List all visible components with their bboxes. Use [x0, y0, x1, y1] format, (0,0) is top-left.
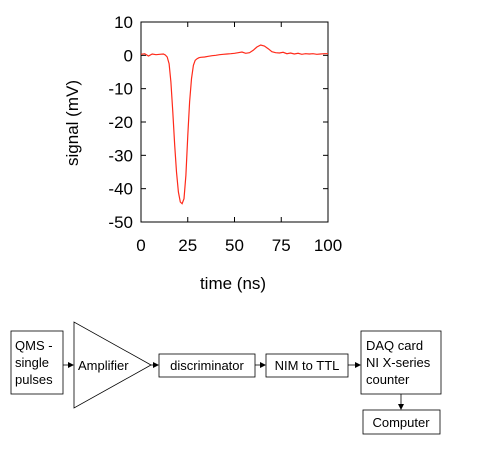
qms-label-line-2: single [15, 355, 49, 370]
x-tick-label: 75 [272, 236, 291, 255]
plot-area-border [140, 21, 329, 223]
amplifier-label: Amplifier [78, 358, 129, 373]
computer-block: Computer [362, 409, 441, 435]
qms-block: QMS - single pulses [10, 330, 64, 395]
y-axis-ticks: 10 0 -10 -20 -30 -40 -50 [108, 13, 328, 232]
computer-label: Computer [372, 415, 430, 430]
nim-to-ttl-block: NIM to TTL [265, 353, 349, 378]
x-tick-label: 100 [314, 236, 342, 255]
x-axis-ticks: 0 25 50 75 100 [136, 22, 342, 255]
discriminator-label: discriminator [170, 358, 244, 373]
qms-label-line-3: pulses [15, 372, 53, 387]
y-axis-title: signal (mV) [63, 80, 82, 166]
discriminator-block: discriminator [158, 353, 256, 378]
daq-card-block: DAQ card NI X-series counter [360, 330, 442, 395]
amplifier-block: Amplifier [73, 321, 152, 409]
daq-label-line-2: NI X-series [366, 355, 431, 370]
y-tick-label: -10 [108, 80, 133, 99]
series-line-0 [140, 44, 328, 205]
daq-label-line-3: counter [366, 372, 410, 387]
x-tick-label: 50 [225, 236, 244, 255]
x-axis-title: time (ns) [200, 274, 266, 293]
qms-label-line-1: QMS - [15, 338, 53, 353]
series-layer [140, 44, 328, 205]
y-tick-label: 0 [124, 46, 133, 65]
signal-chart: 100-10-20-30-40-50 0 25 50 75 100 signal (mV… [63, 13, 342, 293]
x-tick-label: 25 [178, 236, 197, 255]
y-tick-label: -40 [108, 180, 133, 199]
daq-label-line-1: DAQ card [366, 338, 423, 353]
y-tick-label: -20 [108, 113, 133, 132]
y-tick-label: -30 [108, 146, 133, 165]
y-tick-label: -50 [108, 213, 133, 232]
nim-to-ttl-label: NIM to TTL [275, 358, 340, 373]
plot-frame [140, 21, 329, 223]
signal-chain-diagram: QMS - single pulses Amplifier discrimina… [10, 321, 442, 435]
x-tick-label: 0 [136, 236, 145, 255]
y-tick-label: 10 [114, 13, 133, 32]
